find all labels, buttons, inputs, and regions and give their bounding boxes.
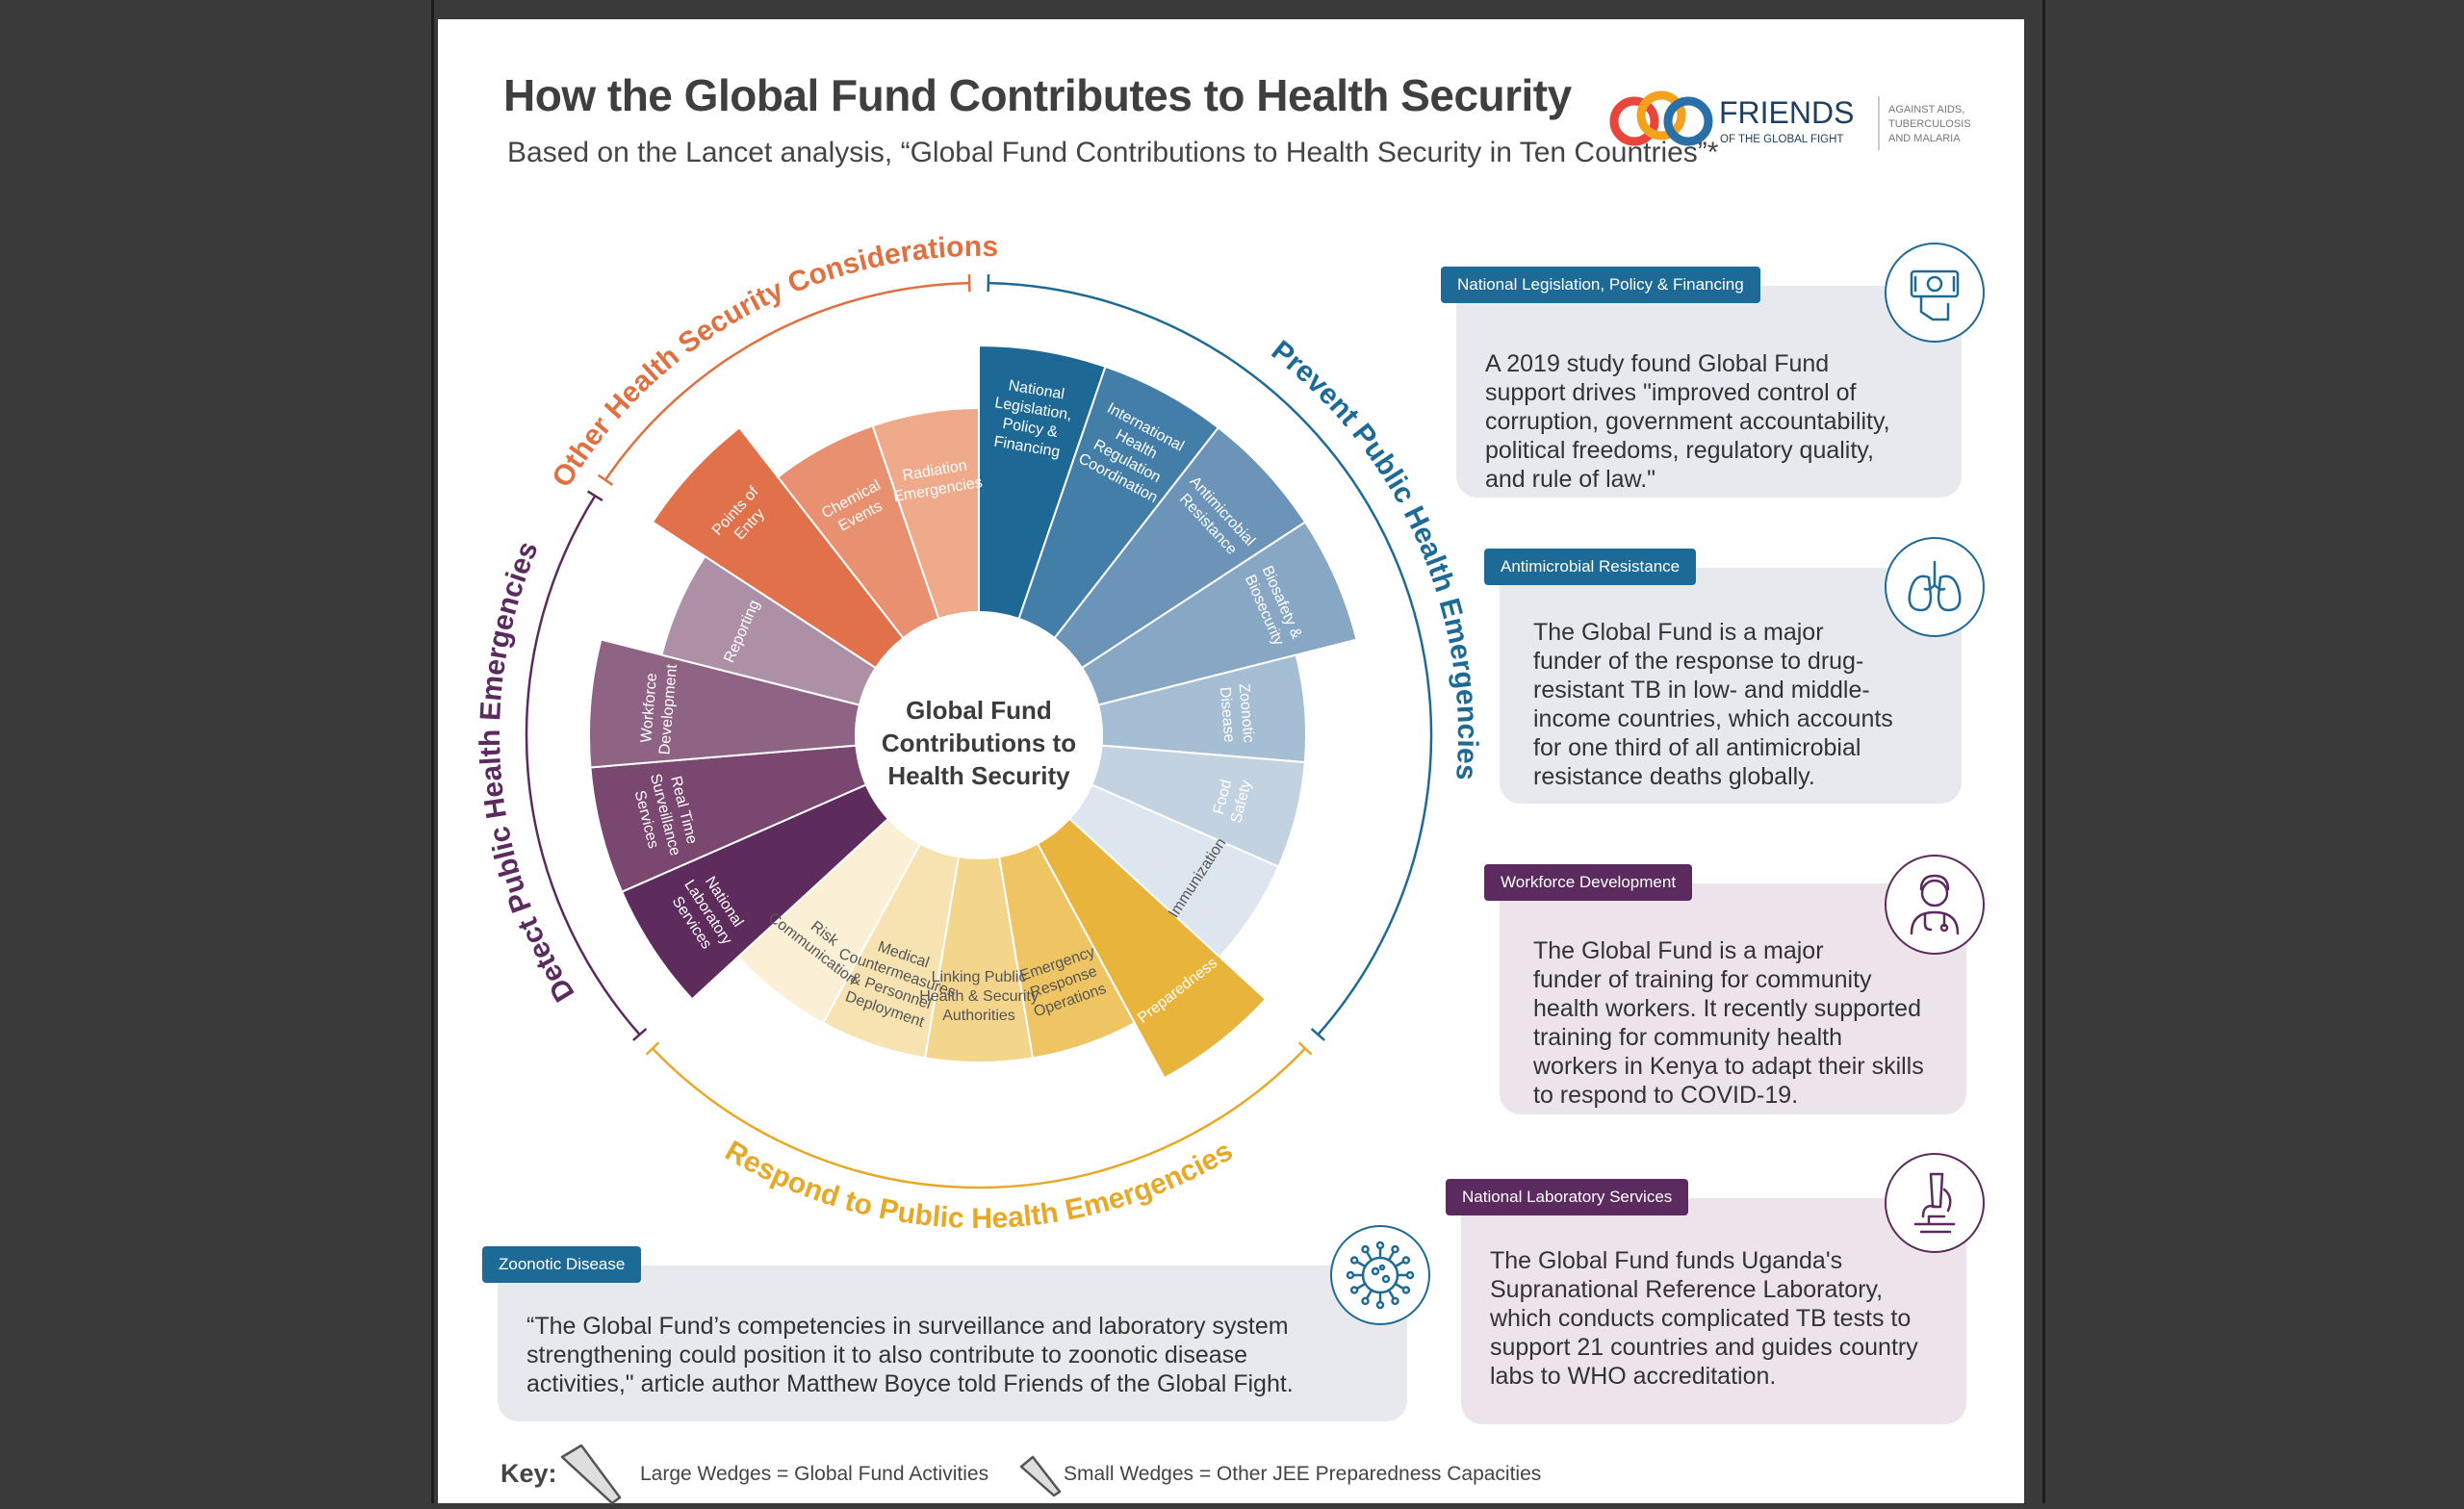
key-legend: Key: Large Wedges = Global Fund Activiti… bbox=[500, 1442, 1463, 1509]
money-hand-icon bbox=[1885, 243, 1985, 343]
callout-tag: Zoonotic Disease bbox=[482, 1246, 641, 1283]
money-hand-icon-glyph bbox=[1886, 244, 1983, 341]
category-arc-end bbox=[599, 475, 613, 485]
callout-text: “The Global Fund’s competencies in surve… bbox=[526, 1312, 1294, 1398]
callout-tag: Antimicrobial Resistance bbox=[1484, 549, 1696, 585]
key-small-text: Small Wedges = Other JEE Preparedness Ca… bbox=[1064, 1463, 1541, 1486]
health-worker-icon bbox=[1885, 855, 1985, 955]
virus-icon bbox=[1330, 1225, 1430, 1325]
key-large-text: Large Wedges = Global Fund Activities bbox=[640, 1463, 988, 1486]
center-label-3: Health Security bbox=[887, 761, 1070, 790]
virus-icon-glyph bbox=[1332, 1227, 1428, 1323]
large-wedge-icon bbox=[558, 1442, 626, 1509]
lungs-icon bbox=[1885, 537, 1985, 637]
left-edge bbox=[431, 0, 434, 1503]
wedge-label: Authorities bbox=[942, 1008, 1015, 1024]
center-label-1: Global Fund bbox=[906, 696, 1052, 725]
callout-tag: Workforce Development bbox=[1484, 864, 1692, 901]
category-arc-end bbox=[588, 491, 603, 500]
right-edge bbox=[2042, 0, 2045, 1503]
lungs-icon-glyph bbox=[1886, 539, 1983, 635]
callout-zoonotic-disease: Zoonotic Disease “The Global Fund’s comp… bbox=[498, 1266, 1407, 1421]
infographic-page: How the Global Fund Contributes to Healt… bbox=[438, 19, 2024, 1503]
microscope-icon bbox=[1885, 1153, 1985, 1253]
center-label-2: Contributions to bbox=[882, 729, 1076, 757]
key-label: Key: bbox=[500, 1459, 557, 1489]
health-worker-icon-glyph bbox=[1886, 857, 1983, 953]
callout-tag: National Laboratory Services bbox=[1446, 1179, 1688, 1215]
callout-tag: National Legislation, Policy & Financing bbox=[1441, 267, 1760, 303]
microscope-icon-glyph bbox=[1886, 1155, 1983, 1251]
